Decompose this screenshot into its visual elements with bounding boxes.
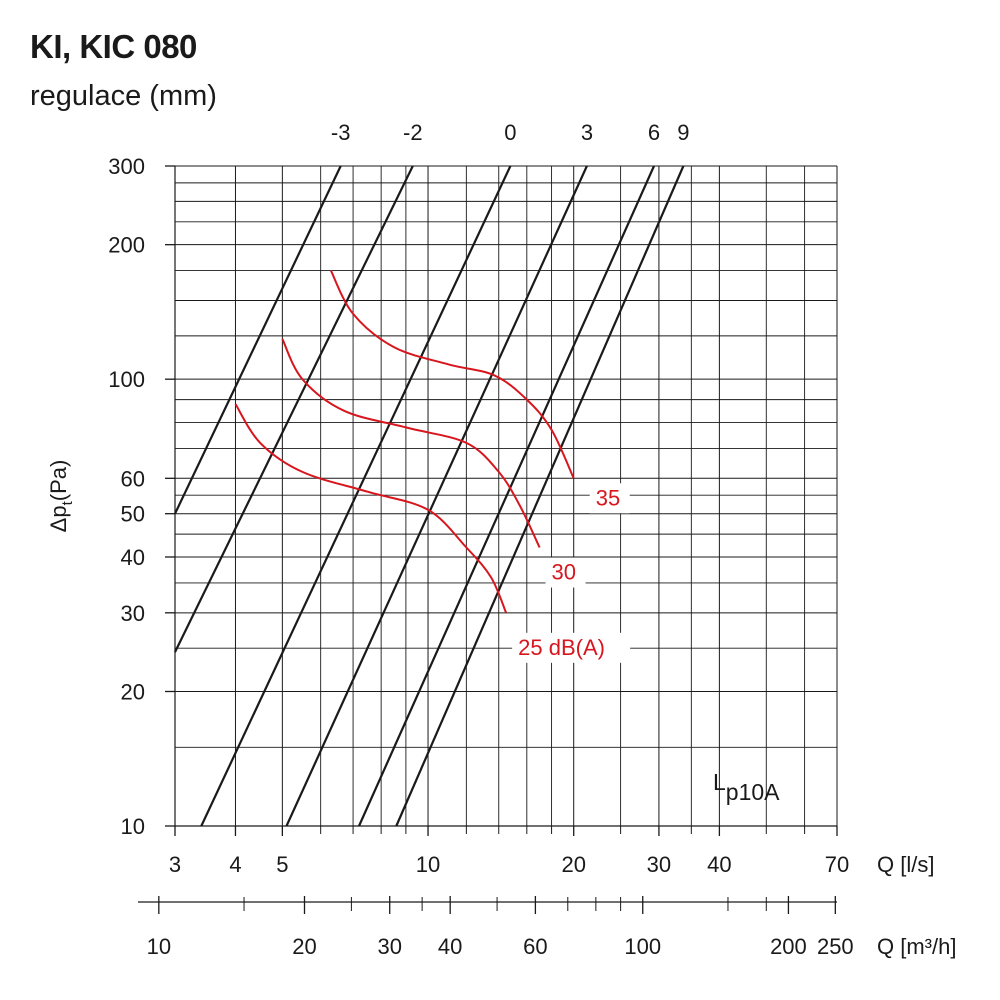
- m3h-tick-label: 40: [438, 934, 462, 959]
- x-tick-label: 10: [416, 852, 440, 877]
- y-axis-label-main: Δp: [46, 505, 71, 532]
- regulation-line-9: [395, 165, 685, 827]
- x-tick-label: 30: [647, 852, 671, 877]
- x-tick-label: 4: [229, 852, 241, 877]
- noise-curve: [330, 270, 575, 479]
- m3h-tick-label: 200: [770, 934, 807, 959]
- y-tick-label: 60: [121, 466, 145, 491]
- regulation-label-9: 9: [677, 120, 689, 145]
- regulation-line-6: [357, 165, 656, 827]
- x-tick-label: 3: [169, 852, 181, 877]
- chart-title: KI, KIC 080: [30, 28, 197, 65]
- regulation-lines: [174, 165, 685, 827]
- y-tick-label: 10: [121, 814, 145, 839]
- m3h-axis-label: Q [m³/h]: [877, 934, 956, 959]
- lp10a-sub: p10A: [726, 779, 780, 805]
- m3h-tick-label: 10: [147, 934, 171, 959]
- x-tick-label: 40: [707, 852, 731, 877]
- y-tick-label: 100: [108, 367, 145, 392]
- x-tick-label: 20: [561, 852, 585, 877]
- y-axis-label-unit: (Pa): [46, 460, 71, 502]
- regulation-line-3: [285, 165, 588, 827]
- regulation-label-3: 3: [581, 120, 593, 145]
- x-tick-label: 5: [276, 852, 288, 877]
- chart-subtitle: regulace (mm): [30, 80, 217, 112]
- secondary-axis: [138, 896, 837, 914]
- y-axis-label: Δpt(Pa): [46, 460, 76, 533]
- m3h-tick-label: 20: [292, 934, 316, 959]
- regulation-line--3: [174, 165, 342, 515]
- regulation-line-0: [200, 165, 512, 827]
- noise-label: 30: [552, 560, 576, 585]
- m3h-tick-label: 250: [817, 934, 854, 959]
- noise-label: 25 dB(A): [518, 635, 605, 660]
- y-axis-label-sub: t: [59, 500, 76, 505]
- lp10a-annotation: Lp10A: [713, 769, 780, 805]
- y-tick-label: 30: [121, 601, 145, 626]
- y-tick-label: 300: [108, 154, 145, 179]
- noise-curve: [281, 338, 541, 548]
- regulation-label--3: -3: [331, 120, 351, 145]
- lp10a-main: L: [713, 769, 726, 795]
- m3h-tick-label: 60: [523, 934, 547, 959]
- noise-label-bg: [589, 483, 630, 514]
- regulation-label-6: 6: [648, 120, 660, 145]
- regulation-label-0: 0: [504, 120, 516, 145]
- noise-label-bg: [512, 632, 631, 663]
- chart-labels: 10 20 30 40 50 60 100 200 300 3 4 5 10 20 30 40 70 -3 -2 0 3…: [46, 120, 956, 959]
- regulation-label--2: -2: [403, 120, 423, 145]
- x-tick-label: 70: [825, 852, 849, 877]
- x-axis-label: Q [l/s]: [877, 852, 934, 877]
- noise-label: 35: [596, 485, 620, 510]
- regulation-line--2: [174, 165, 414, 653]
- noise-curve: [234, 403, 508, 614]
- y-tick-label: 40: [121, 545, 145, 570]
- grid: [165, 165, 838, 836]
- m3h-tick-label: 100: [624, 934, 661, 959]
- y-tick-label: 200: [108, 233, 145, 258]
- noise-curves: [234, 270, 631, 663]
- m3h-tick-label: 30: [377, 934, 401, 959]
- y-tick-label: 20: [121, 679, 145, 704]
- y-tick-label: 50: [121, 502, 145, 527]
- noise-label-bg: [545, 557, 586, 588]
